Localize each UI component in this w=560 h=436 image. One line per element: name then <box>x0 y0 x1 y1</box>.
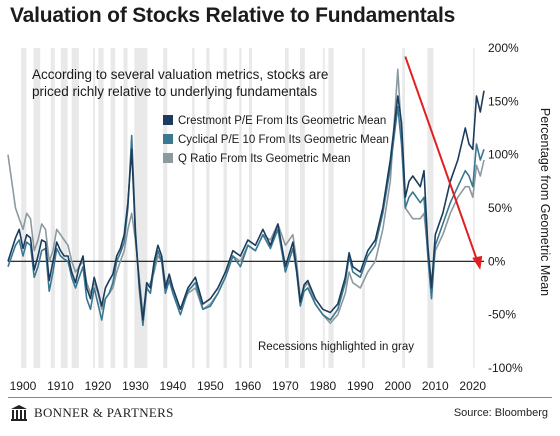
legend: Crestmont P/E From Its Geometric Mean Cyc… <box>163 115 389 165</box>
y-tick-label: 200% <box>488 41 519 55</box>
recession-band <box>239 48 242 368</box>
chart-subtitle-line-2: priced richly relative to underlying fun… <box>32 84 317 99</box>
x-tick-label: 1920 <box>85 379 112 393</box>
x-tick-label: 1930 <box>122 379 149 393</box>
series-lines <box>7 68 485 327</box>
chart-title: Valuation of Stocks Relative to Fundamen… <box>10 4 456 27</box>
y-tick-label: 50% <box>488 201 512 215</box>
recession-band <box>21 48 27 368</box>
recession-bands <box>21 48 475 368</box>
y-tick-label: 150% <box>488 94 519 108</box>
legend-label: Cyclical P/E 10 From Its Geometric Mean <box>178 134 389 146</box>
recession-band <box>192 48 195 368</box>
x-tick-label: 1970 <box>272 379 299 393</box>
y-axis-ticks: 200% 150% 100% 50% 0% -50% -100% <box>488 41 523 375</box>
recession-band <box>223 48 227 368</box>
recession-band <box>473 48 475 368</box>
x-axis-ticks: 1900 1910 1920 1930 1940 1950 1960 1970 1980 1990… <box>10 379 487 393</box>
y-tick-label: -50% <box>488 308 516 322</box>
y-tick-label: 0% <box>488 254 506 268</box>
x-tick-label: 1900 <box>10 379 37 393</box>
recession-band <box>50 48 55 368</box>
recession-band <box>248 48 252 368</box>
x-tick-label: 2000 <box>384 379 411 393</box>
y-axis-label: Percentage from Geometric Mean <box>538 108 552 296</box>
recession-band <box>402 48 405 368</box>
legend-swatch <box>163 134 173 144</box>
legend-label: Crestmont P/E From Its Geometric Mean <box>178 115 386 127</box>
brand-name: BONNER & PARTNERS <box>34 405 174 420</box>
series-line-2 <box>7 68 485 325</box>
recession-band <box>206 48 210 368</box>
trend-arrow-shaft <box>404 56 479 262</box>
x-tick-label: 1950 <box>197 379 224 393</box>
recession-band <box>110 48 116 368</box>
source-note: Source: Bloomberg <box>453 407 548 419</box>
x-tick-label: 1980 <box>309 379 336 393</box>
recession-band <box>98 48 104 368</box>
trend-arrow-head <box>472 255 483 270</box>
y-tick-label: 100% <box>488 148 519 162</box>
legend-swatch <box>163 115 173 125</box>
recession-band <box>284 48 289 368</box>
x-tick-label: 2010 <box>422 379 449 393</box>
recession-band <box>163 48 168 368</box>
recession-band <box>134 48 148 368</box>
legend-label: Q Ratio From Its Geometric Mean <box>178 153 351 165</box>
recession-band <box>93 48 95 368</box>
footer-divider <box>8 397 552 398</box>
recession-band <box>299 48 305 368</box>
x-tick-label: 2020 <box>459 379 486 393</box>
x-tick-label: 1940 <box>160 379 187 393</box>
legend-swatch <box>163 153 173 163</box>
x-tick-label: 1990 <box>347 379 374 393</box>
trend-arrow-group <box>404 56 483 270</box>
x-tick-label: 1960 <box>235 379 262 393</box>
x-tick-label: 1910 <box>47 379 74 393</box>
recession-band <box>71 48 79 368</box>
recession-band <box>123 48 128 368</box>
recession-band <box>328 48 334 368</box>
recession-band <box>322 48 325 368</box>
footer-brand: BONNER & PARTNERS <box>10 404 174 422</box>
y-tick-label: -100% <box>488 361 523 375</box>
recession-band <box>427 48 434 368</box>
chart-subtitle-line-1: According to several valuation metrics, … <box>32 67 328 82</box>
building-icon <box>11 405 27 421</box>
recession-band <box>33 48 41 368</box>
recession-band <box>60 48 68 368</box>
series-line-1 <box>7 105 485 327</box>
series-line-0 <box>7 90 485 321</box>
recession-band <box>362 48 365 368</box>
recession-annotation: Recessions highlighted in gray <box>258 341 414 353</box>
